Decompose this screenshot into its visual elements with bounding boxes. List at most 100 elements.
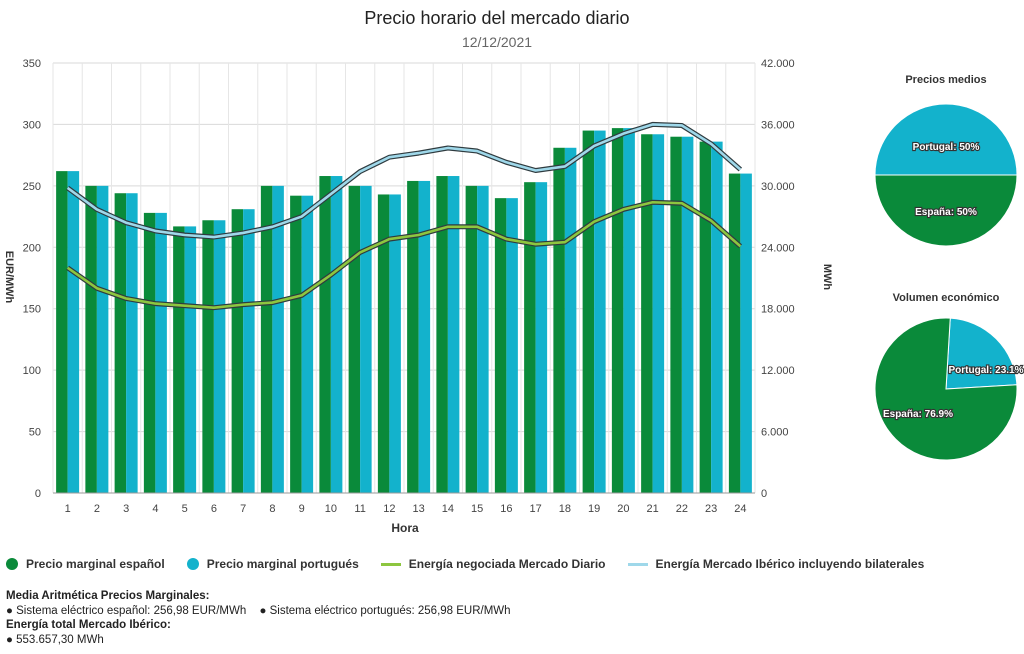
y-right-tick-label: 30.000 <box>761 181 795 193</box>
legend-item-energy-iberian[interactable]: Energía Mercado Ibérico incluyendo bilat… <box>627 557 925 571</box>
y-left-tick-label: 250 <box>23 181 41 193</box>
x-tick-label: 4 <box>152 503 158 515</box>
legend-item-portuguese-price[interactable]: Precio marginal portugués <box>186 557 359 571</box>
pie-slice-label: España: 50% <box>915 207 977 218</box>
y-left-tick-label: 200 <box>23 242 41 254</box>
bar-precio-espanol <box>260 185 273 493</box>
y-axis-right-title: MWh <box>821 264 833 291</box>
legend: Precio marginal español Precio marginal … <box>6 554 1016 574</box>
chart-title: Precio horario del mercado diario <box>364 8 629 28</box>
bar-precio-espanol <box>407 180 419 493</box>
summary-block: Media Aritmética Precios Marginales: ● S… <box>6 589 521 647</box>
x-tick-label: 17 <box>530 503 542 515</box>
y-right-tick-label: 42.000 <box>761 58 795 70</box>
pie-volume-title: Volumen económico <box>893 292 1000 304</box>
x-tick-label: 1 <box>65 503 71 515</box>
legend-line-icon <box>380 562 401 566</box>
bar-precio-espanol <box>56 171 68 493</box>
bar-precio-espanol <box>319 176 331 493</box>
bar-precio-portugues <box>418 180 431 493</box>
x-tick-label: 7 <box>240 503 246 515</box>
bar-precio-espanol <box>290 195 302 493</box>
bar-precio-portugues <box>681 136 694 493</box>
legend-label: Precio marginal portugués <box>206 557 359 571</box>
bar-precio-espanol <box>143 212 156 493</box>
bar-precio-portugues <box>184 226 197 493</box>
y-right-tick-label: 12.000 <box>761 365 795 377</box>
x-tick-label: 8 <box>269 503 275 515</box>
bar-precio-espanol <box>465 185 478 493</box>
bar-precio-portugues <box>360 185 372 493</box>
pie-slice-label: España: 76.9% <box>883 409 953 420</box>
bar-precio-espanol <box>524 182 536 493</box>
bar-precio-portugues <box>447 176 460 493</box>
bar-precio-espanol <box>348 185 361 493</box>
bar-precio-portugues <box>652 134 665 493</box>
summary-media-values: ● Sistema eléctrico español: 256,98 EUR/… <box>6 604 521 619</box>
axes-group: 0 0 50 6.000 100 12.000 150 18.000 200 24.000 250 3… <box>23 58 795 515</box>
bar-precio-espanol <box>699 141 712 493</box>
bar-precio-espanol <box>85 185 97 493</box>
x-tick-label: 12 <box>383 503 395 515</box>
bar-precio-portugues <box>330 176 343 493</box>
y-axis-left-title: EUR/MWh <box>3 251 15 304</box>
summary-media-title: Media Aritmética Precios Marginales: <box>6 590 210 602</box>
y-left-tick-label: 0 <box>35 488 41 500</box>
pie-prices: Portugal: 50% España: 50% <box>874 103 1018 247</box>
pie-prices-title: Precios medios <box>905 74 986 86</box>
bar-precio-portugues <box>272 185 284 493</box>
pie-slice <box>874 103 1018 176</box>
legend-label: Energía negociada Mercado Diario <box>408 557 606 571</box>
bar-precio-espanol <box>611 128 624 493</box>
bar-precio-espanol <box>377 194 390 493</box>
x-tick-label: 3 <box>123 503 129 515</box>
bar-precio-espanol <box>728 173 741 494</box>
legend-item-energy-daily[interactable]: Energía negociada Mercado Diario <box>380 557 606 571</box>
pie-slice <box>874 317 1018 461</box>
y-right-tick-label: 18.000 <box>761 304 795 316</box>
pie-slice-label: Portugal: 50% <box>913 142 980 153</box>
y-right-tick-label: 0 <box>761 488 767 500</box>
bar-precio-portugues <box>96 185 109 493</box>
bar-precio-portugues <box>67 171 80 493</box>
x-tick-label: 6 <box>211 503 217 515</box>
x-tick-label: 13 <box>413 503 425 515</box>
x-tick-label: 2 <box>94 503 100 515</box>
bar-precio-espanol <box>231 209 244 493</box>
y-right-tick-label: 6.000 <box>761 427 789 439</box>
chart-subtitle: 12/12/2021 <box>462 34 532 50</box>
y-left-tick-label: 350 <box>23 58 41 70</box>
bar-precio-portugues <box>213 220 226 493</box>
x-tick-label: 23 <box>705 503 717 515</box>
bar-precio-portugues <box>155 212 167 493</box>
bar-precio-espanol <box>553 147 565 493</box>
bar-precio-portugues <box>506 198 518 493</box>
legend-line-icon <box>627 562 648 566</box>
x-tick-label: 18 <box>559 503 571 515</box>
y-right-tick-label: 36.000 <box>761 119 795 131</box>
legend-item-spanish-price[interactable]: Precio marginal español <box>6 557 165 571</box>
bar-precio-portugues <box>535 182 548 493</box>
bar-precio-espanol <box>582 130 595 494</box>
x-tick-label: 5 <box>182 503 188 515</box>
x-tick-label: 20 <box>617 503 629 515</box>
bar-precio-portugues <box>477 185 489 493</box>
x-tick-label: 22 <box>676 503 688 515</box>
bar-precio-portugues <box>623 128 635 493</box>
legend-label: Precio marginal español <box>26 557 165 571</box>
bar-precio-espanol <box>436 176 448 493</box>
line-energia-diario <box>66 200 742 309</box>
legend-label: Energía Mercado Ibérico incluyendo bilat… <box>655 557 925 571</box>
x-tick-label: 14 <box>442 503 454 515</box>
y-left-tick-label: 300 <box>23 119 41 131</box>
y-left-tick-label: 100 <box>23 365 41 377</box>
bar-precio-espanol <box>641 134 653 493</box>
pie-slice <box>945 317 1018 390</box>
y-left-tick-label: 150 <box>23 304 41 316</box>
bars-group <box>56 128 752 494</box>
bar-precio-portugues <box>711 141 723 493</box>
pie-slice <box>874 174 1018 247</box>
bar-precio-espanol <box>670 136 682 493</box>
x-tick-label: 21 <box>647 503 659 515</box>
bar-precio-espanol <box>494 198 507 493</box>
